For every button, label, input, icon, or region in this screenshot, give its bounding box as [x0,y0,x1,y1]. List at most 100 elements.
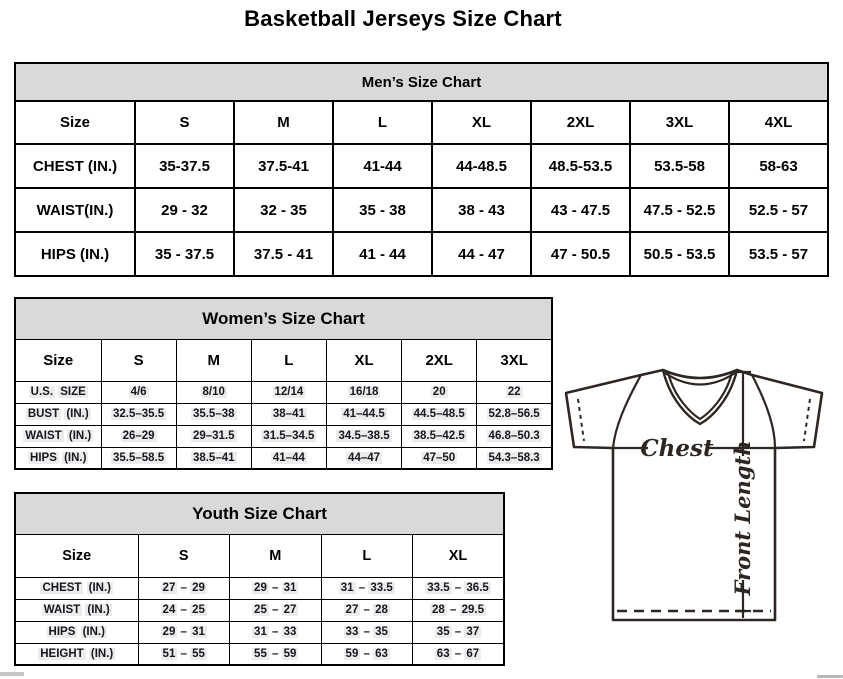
highlighted-value: 38.5–41 [190,451,237,464]
mens-column-header-3xl: 3XL [629,100,730,145]
highlighted-value: 27 [281,604,299,616]
highlighted-value: 41–44.5 [341,408,387,420]
womens-column-header-3xl: 3XL [476,338,553,382]
mens-value-cell: 29 - 32 [134,187,235,233]
highlighted-value: 25 [252,604,269,616]
highlighted-value: 29 [190,582,207,594]
mens-row-label: HIPS (IN.) [14,231,136,277]
highlighted-value: SIZE [58,386,88,398]
highlighted-value: (IN.) [62,451,89,464]
womens-value-cell: 16/18 [325,380,403,404]
youth-value-cell: 29 – 31 [229,576,322,600]
mens-value-cell: 52.5 - 57 [728,187,829,233]
jersey-outline [564,368,824,622]
youth-value-cell: 25 – 27 [229,598,322,622]
highlighted-value: WAIST [23,430,64,442]
highlighted-value: (IN.) [66,430,94,442]
highlighted-value: 24 [160,604,178,616]
highlighted-value: 31.5–34.5 [261,430,317,442]
highlighted-value: HEIGHT [38,647,86,660]
womens-value-cell: 44–47 [325,446,403,470]
jersey-measurement-diagram: Chest Front Length [564,368,824,622]
womens-value-cell: 31.5–34.5 [250,424,327,448]
highlighted-value: 38.5–42.5 [411,430,467,442]
jersey-armhole-seam-left [611,374,642,449]
womens-value-cell: 8/10 [175,380,252,404]
womens-row-label: U.S. SIZE [14,380,102,404]
youth-value-cell: 33.5 – 36.5 [412,576,505,600]
highlighted-value: (IN.) [64,408,91,420]
highlighted-value: 31 [190,626,207,638]
highlighted-value: 26–29 [120,430,157,442]
jersey-cuff-stitch-right [803,398,811,442]
youth-size-header: Size [14,533,139,578]
highlighted-value: 35.5–38 [190,408,237,420]
highlighted-value: 55 [190,647,207,660]
youth-value-cell: 28 – 29.5 [412,598,505,622]
mens-row-label: CHEST (IN.) [14,143,136,189]
highlighted-value: 55 [252,647,269,660]
highlighted-value: 44.5–48.5 [411,408,467,420]
highlighted-value: 51 [160,647,178,660]
mens-value-cell: 47 - 50.5 [530,231,631,277]
womens-value-cell: 41–44 [250,446,327,470]
mens-column-header-2xl: 2XL [530,100,631,145]
mens-value-cell: 58-63 [728,143,829,189]
highlighted-value: 44–47 [346,451,383,464]
mens-value-cell: 35-37.5 [134,143,235,189]
mens-row-label: WAIST(IN.) [14,187,136,233]
mens-table-row: WAIST(IN.) 29 - 32 32 - 35 35 - 38 38 - 43 43… [14,187,829,233]
highlighted-value: 31 [252,626,269,638]
jersey-collar [664,372,736,386]
highlighted-value: 25 [190,604,207,616]
womens-value-cell: 38.5–41 [175,446,252,470]
womens-value-cell: 12/14 [250,380,327,404]
horizontal-scrollbar-fragment-right[interactable] [817,675,843,678]
youth-value-cell: 24 – 25 [137,598,230,622]
highlighted-value: HIPS [28,451,59,464]
highlighted-value: 59 [343,647,361,660]
highlighted-value: 54.3–58.3 [486,451,542,464]
highlighted-value: 36.5 [464,582,491,594]
mens-size-chart-table: Men’s Size Chart Size S M L XL 2XL 3XL 4XL CHEST … [14,62,829,277]
womens-size-chart-table: Women’s Size Chart Size S M L XL 2XL 3XL U.S. SI… [14,297,553,470]
mens-value-cell: 43 - 47.5 [530,187,631,233]
highlighted-value: 27 [160,582,178,594]
highlighted-value: 31 [338,582,356,594]
womens-value-cell: 38–41 [250,402,327,426]
womens-value-cell: 4/6 [100,380,177,404]
highlighted-value: 41–44 [270,451,307,464]
womens-value-cell: 22 [476,380,553,404]
womens-value-cell: 52.8–56.5 [476,402,553,426]
highlighted-value: 16/18 [347,386,381,398]
womens-size-header: Size [14,338,102,382]
highlighted-value: 22 [505,386,523,398]
horizontal-scrollbar-fragment-left[interactable] [0,672,24,676]
mens-value-cell: 48.5-53.5 [530,143,631,189]
highlighted-value: 34.5–38.5 [336,430,392,442]
womens-table-row: WAIST (IN.) 26–29 29–31.5 31.5–34.5 34.5–38.… [14,424,553,448]
mens-value-cell: 37.5 - 41 [233,231,334,277]
highlighted-value: 67 [464,647,482,660]
mens-value-cell: 44 - 47 [431,231,532,277]
youth-column-header-m: M [229,533,322,578]
youth-column-header-l: L [320,533,413,578]
mens-table-row: HIPS (IN.) 35 - 37.5 37.5 - 41 41 - 44 44 - … [14,231,829,277]
youth-table-row: HIPS (IN.) 29 – 31 31 – 33 33 – 35 35 – 37 [14,620,505,644]
womens-column-header-s: S [100,338,177,382]
youth-value-cell: 31 – 33.5 [320,576,413,600]
mens-value-cell: 47.5 - 52.5 [629,187,730,233]
highlighted-value: (IN.) [88,647,116,660]
womens-value-cell: 47–50 [401,446,478,470]
youth-value-cell: 55 – 59 [229,642,322,666]
highlighted-value: 31 [281,582,299,594]
youth-size-chart-table: Youth Size Chart Size S M L XL CHEST (IN.) 27 –… [14,492,505,666]
mens-column-header-s: S [134,100,235,145]
mens-value-cell: 44-48.5 [431,143,532,189]
womens-column-header-m: M [175,338,252,382]
highlighted-value: U.S. [28,386,56,398]
highlighted-value: 4/6 [128,386,149,398]
mens-value-cell: 41-44 [332,143,433,189]
womens-table-row: U.S. SIZE 4/6 8/10 12/14 16/18 20 22 [14,380,553,404]
mens-column-header-m: M [233,100,334,145]
